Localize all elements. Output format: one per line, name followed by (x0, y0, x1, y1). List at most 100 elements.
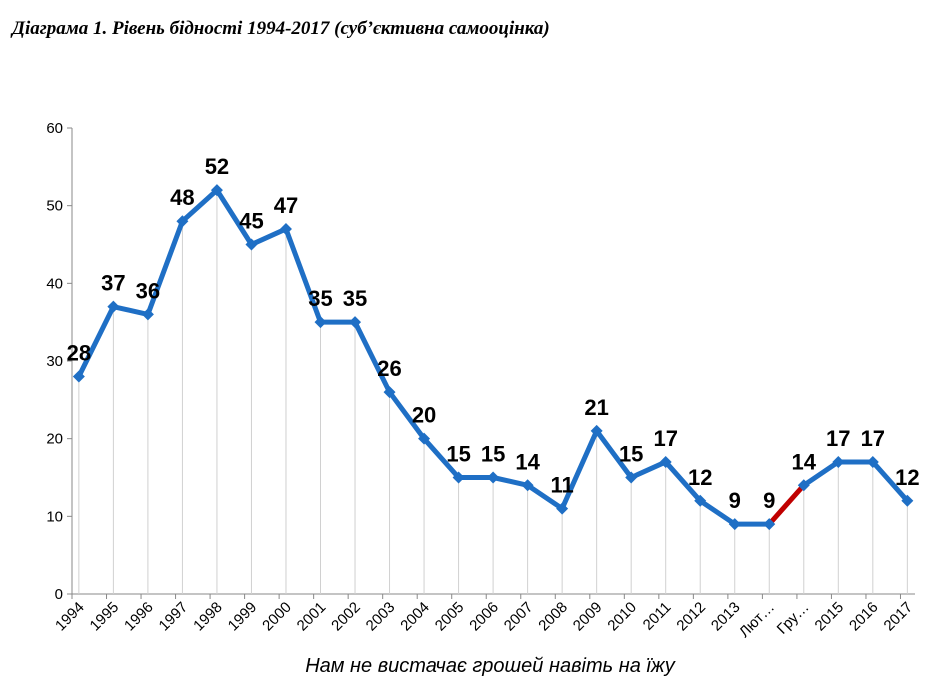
x-tick-label: 2016 (846, 599, 882, 635)
x-tick-label: 1997 (156, 599, 192, 635)
series-segment (559, 428, 600, 512)
series-segment (663, 459, 703, 504)
series-segment (628, 459, 669, 480)
x-axis-title: Нам не вистачає грошей навіть на їжу (305, 655, 676, 677)
data-label: 21 (584, 395, 608, 420)
data-point (763, 518, 776, 531)
x-tick-label: 2000 (259, 599, 295, 635)
data-label: 37 (101, 271, 125, 296)
series-segment (110, 304, 151, 317)
series-segment (283, 226, 323, 325)
data-label: 47 (274, 193, 298, 218)
data-point (176, 215, 189, 228)
data-point (141, 308, 154, 321)
data-point (349, 316, 362, 329)
x-tick-label: 1999 (225, 599, 261, 635)
data-label: 15 (481, 442, 505, 467)
data-label: 14 (515, 449, 540, 474)
data-label: 20 (412, 403, 436, 428)
x-tick-label: 2012 (673, 599, 709, 635)
data-point (210, 184, 223, 197)
x-tick-label: 2007 (501, 599, 537, 635)
data-point (556, 502, 569, 515)
y-tick-label: 40 (46, 275, 63, 292)
data-point (694, 494, 707, 507)
y-tick-label: 20 (46, 431, 63, 448)
x-tick-label: 2015 (812, 599, 848, 635)
data-label: 52 (205, 154, 229, 179)
data-point (279, 222, 292, 235)
y-tick-label: 50 (46, 198, 63, 215)
x-tick-label: 2009 (570, 599, 606, 635)
data-point (728, 518, 741, 531)
data-point (901, 494, 914, 507)
data-point (797, 479, 810, 492)
series-segment (801, 459, 841, 488)
y-tick-label: 10 (46, 508, 63, 525)
data-label: 15 (619, 442, 643, 467)
data-point (832, 455, 845, 468)
data-label: 36 (136, 278, 160, 303)
data-label: 28 (67, 341, 91, 366)
y-tick-label: 30 (46, 353, 63, 370)
data-label: 9 (729, 488, 741, 513)
series-segment (214, 187, 254, 247)
x-tick-label: 2005 (432, 599, 468, 635)
data-label: 17 (826, 426, 850, 451)
data-label: 48 (170, 185, 194, 210)
data-label: 14 (792, 449, 817, 474)
data-label: 45 (239, 209, 263, 234)
chart-title: Діаграма 1. Рівень бідності 1994-2017 (с… (12, 18, 550, 39)
data-point (72, 370, 85, 383)
x-tick-label: 2010 (604, 599, 640, 635)
data-label: 15 (446, 442, 470, 467)
series-segment (179, 187, 220, 224)
x-tick-label: 2011 (640, 599, 675, 634)
x-tick-label: 1995 (87, 599, 123, 635)
x-tick-label: 2001 (294, 599, 330, 635)
data-point (625, 471, 638, 484)
data-point (314, 316, 327, 329)
data-label: 35 (308, 286, 332, 311)
series-segment (352, 319, 393, 395)
x-tick-label: 2008 (535, 599, 571, 635)
data-label: 12 (895, 465, 919, 490)
series-segment (525, 482, 565, 512)
series-segment (145, 218, 185, 317)
data-label: 17 (653, 426, 677, 451)
data-label: 35 (343, 286, 367, 311)
y-tick-label: 0 (55, 586, 63, 603)
x-tick-label: 2006 (466, 599, 502, 635)
data-point (245, 238, 258, 251)
data-label: 12 (688, 465, 712, 490)
series-segment (594, 428, 634, 480)
x-tick-label: 1996 (121, 599, 157, 635)
data-point (383, 386, 396, 399)
x-tick-label: 1994 (52, 599, 88, 635)
data-label: 17 (861, 426, 885, 451)
y-tick-label: 60 (46, 120, 63, 137)
series-segment (248, 226, 289, 247)
x-tick-label: 1998 (190, 599, 226, 635)
series-segment (697, 498, 738, 527)
series-segment (766, 482, 807, 527)
x-tick-label: 2017 (881, 599, 917, 635)
series-segment (490, 475, 531, 488)
data-point (487, 471, 500, 484)
x-tick-label: 2002 (328, 599, 364, 635)
x-tick-label: Лют… (736, 599, 778, 641)
x-tick-label: 2004 (397, 599, 433, 635)
x-tick-label: 2003 (363, 599, 399, 635)
data-point (590, 424, 603, 437)
series-segment (76, 304, 116, 380)
data-label: 11 (551, 473, 574, 498)
data-point (418, 432, 431, 445)
data-point (659, 455, 672, 468)
data-point (521, 479, 534, 492)
data-label: 26 (377, 356, 401, 381)
data-label: 9 (763, 488, 775, 513)
x-tick-label: Гру… (774, 599, 813, 638)
data-point (452, 471, 465, 484)
series-segment (870, 459, 910, 504)
